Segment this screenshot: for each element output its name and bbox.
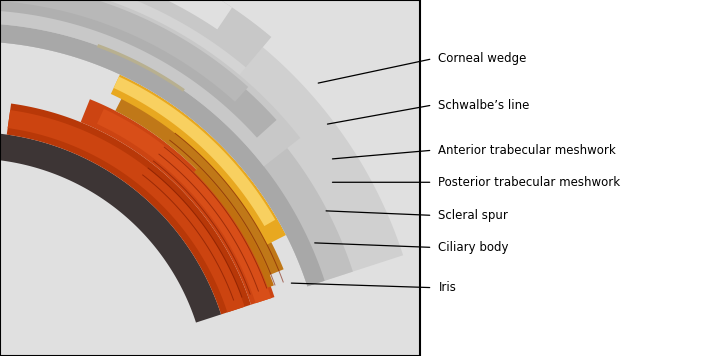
Polygon shape [0, 23, 325, 286]
Polygon shape [0, 0, 300, 166]
Polygon shape [111, 74, 286, 245]
Bar [0, 0, 420, 356]
Text: Scleral spur: Scleral spur [438, 209, 508, 222]
Polygon shape [0, 0, 272, 67]
Polygon shape [7, 104, 251, 314]
Polygon shape [8, 110, 245, 312]
Bar [0, 0, 420, 356]
Polygon shape [0, 0, 353, 286]
Polygon shape [0, 0, 272, 80]
Polygon shape [113, 77, 275, 226]
Polygon shape [0, 0, 248, 102]
Text: Schwalbe’s line: Schwalbe’s line [438, 99, 530, 111]
Polygon shape [0, 0, 232, 30]
Text: Anterior trabecular meshwork: Anterior trabecular meshwork [438, 144, 616, 157]
Polygon shape [97, 44, 185, 92]
Polygon shape [97, 109, 272, 303]
Polygon shape [0, 0, 277, 138]
Polygon shape [116, 95, 284, 276]
Polygon shape [81, 99, 274, 305]
Polygon shape [0, 132, 221, 323]
Polygon shape [194, 167, 274, 288]
Text: Corneal wedge: Corneal wedge [438, 52, 527, 65]
Text: Iris: Iris [438, 281, 457, 294]
Text: Ciliary body: Ciliary body [438, 241, 509, 254]
Polygon shape [0, 0, 403, 286]
Text: Posterior trabecular meshwork: Posterior trabecular meshwork [438, 176, 620, 189]
